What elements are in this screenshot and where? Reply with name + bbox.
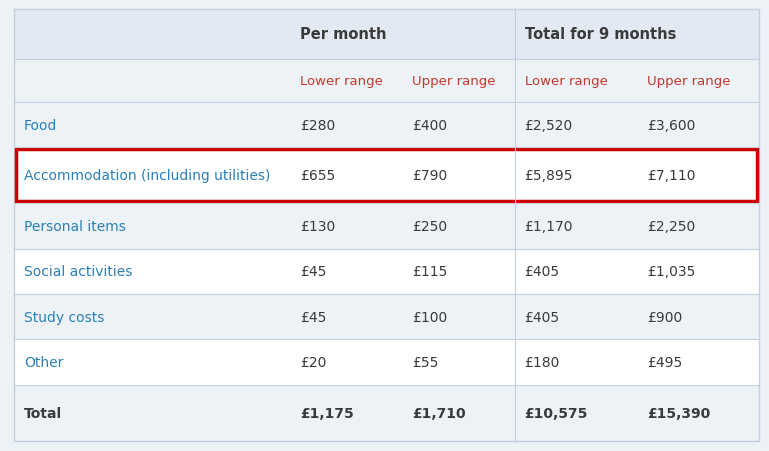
Text: Lower range: Lower range — [300, 74, 383, 87]
Text: £10,575: £10,575 — [524, 406, 588, 420]
Bar — [14, 204, 759, 249]
Text: £400: £400 — [412, 118, 448, 132]
Text: Accommodation (including utilities): Accommodation (including utilities) — [24, 169, 271, 183]
Text: £55: £55 — [412, 355, 438, 369]
Text: £2,520: £2,520 — [524, 118, 573, 132]
Text: Other: Other — [24, 355, 63, 369]
Bar — [16, 150, 757, 202]
Text: Per month: Per month — [300, 27, 386, 42]
Bar — [14, 10, 759, 60]
Text: £900: £900 — [647, 310, 682, 324]
Bar — [14, 385, 759, 441]
Text: Upper range: Upper range — [647, 74, 731, 87]
Text: £20: £20 — [300, 355, 326, 369]
Bar — [14, 295, 759, 340]
Text: £495: £495 — [647, 355, 682, 369]
Text: £45: £45 — [300, 265, 326, 279]
Text: Upper range: Upper range — [412, 74, 496, 87]
Bar — [14, 103, 759, 148]
Bar — [14, 340, 759, 385]
Bar — [14, 148, 759, 204]
Text: £1,035: £1,035 — [647, 265, 695, 279]
Bar — [14, 60, 759, 103]
Text: £2,250: £2,250 — [647, 220, 695, 234]
Text: £5,895: £5,895 — [524, 169, 573, 183]
Text: Total for 9 months: Total for 9 months — [524, 27, 676, 42]
Text: Social activities: Social activities — [24, 265, 132, 279]
Text: £790: £790 — [412, 169, 448, 183]
Text: £15,390: £15,390 — [647, 406, 710, 420]
Text: £180: £180 — [524, 355, 560, 369]
Text: Lower range: Lower range — [524, 74, 608, 87]
Text: £3,600: £3,600 — [647, 118, 695, 132]
Text: Personal items: Personal items — [24, 220, 126, 234]
Text: £115: £115 — [412, 265, 448, 279]
Text: £655: £655 — [300, 169, 335, 183]
Text: Total: Total — [24, 406, 62, 420]
Text: Food: Food — [24, 118, 58, 132]
Text: £45: £45 — [300, 310, 326, 324]
Text: £405: £405 — [524, 265, 560, 279]
Text: £100: £100 — [412, 310, 448, 324]
Text: £405: £405 — [524, 310, 560, 324]
Text: £1,710: £1,710 — [412, 406, 466, 420]
Text: £7,110: £7,110 — [647, 169, 695, 183]
Text: £1,170: £1,170 — [524, 220, 573, 234]
Text: £280: £280 — [300, 118, 335, 132]
Text: £130: £130 — [300, 220, 335, 234]
Text: £250: £250 — [412, 220, 448, 234]
Text: £1,175: £1,175 — [300, 406, 354, 420]
Text: Study costs: Study costs — [24, 310, 105, 324]
Bar — [14, 249, 759, 295]
